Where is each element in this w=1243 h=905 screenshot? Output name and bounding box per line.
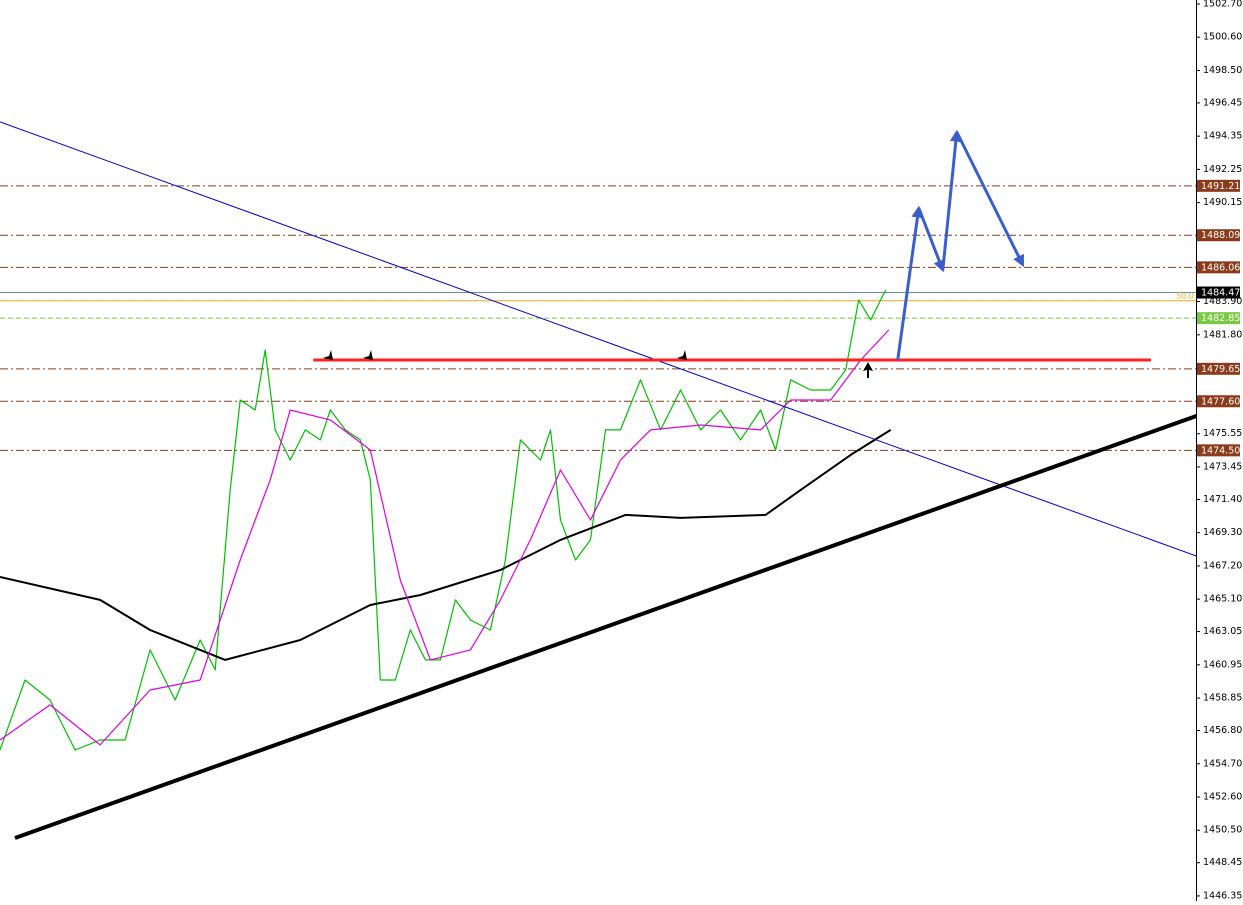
y-tick-label: 1481.80 <box>1203 329 1242 340</box>
arrow <box>863 362 873 378</box>
level-tag <box>1197 444 1240 457</box>
level-tags: 1491.21 1488.09 1486.06 1484.47 1482.85 1479.… <box>1197 179 1240 457</box>
y-tick-label: 1500.60 <box>1203 32 1242 43</box>
y-tick-label: 1467.20 <box>1203 560 1242 571</box>
y-tick-label: 1463.05 <box>1203 626 1242 637</box>
y-tick-label: 1456.80 <box>1203 725 1242 736</box>
arrow <box>361 348 373 360</box>
forecast-leg <box>896 205 924 361</box>
y-tick-label: 1446.35 <box>1203 890 1242 901</box>
trendline <box>14 413 1196 840</box>
y-tick-label: 1494.35 <box>1203 131 1242 142</box>
forecast-leg <box>917 207 945 273</box>
trendline <box>0 121 1196 557</box>
level-label: 1484.47 <box>1201 288 1240 299</box>
level-label: 1474.50 <box>1201 445 1240 456</box>
level-label: 1486.06 <box>1201 262 1240 273</box>
level-label: 1477.60 <box>1201 396 1240 407</box>
y-tick-label: 1454.70 <box>1203 758 1242 769</box>
y-tick-label: 1498.50 <box>1203 65 1242 76</box>
signal-arrows <box>321 348 873 378</box>
series-line <box>0 289 887 751</box>
level-tag <box>1197 395 1240 408</box>
series <box>0 289 892 751</box>
level-label: 1491.21 <box>1201 181 1240 192</box>
y-tick-label: 1465.10 <box>1203 594 1242 605</box>
y-tick-label: 1492.25 <box>1203 164 1242 175</box>
arrow <box>675 348 687 360</box>
y-tick-label: 1490.15 <box>1203 197 1242 208</box>
level-tag <box>1197 286 1240 299</box>
level-tag <box>1197 229 1240 242</box>
y-tick-label: 1450.50 <box>1203 825 1242 836</box>
series-line <box>0 429 892 661</box>
levels: 50.0 <box>0 185 1196 451</box>
level-label: 1479.65 <box>1201 364 1240 375</box>
y-tick-label: 1496.45 <box>1203 97 1242 108</box>
y-tick-label: 1448.45 <box>1203 857 1242 868</box>
level-label: 1482.85 <box>1201 313 1240 324</box>
level-tag <box>1197 179 1240 192</box>
level-tag <box>1197 261 1240 274</box>
y-tick-label: 1471.40 <box>1203 494 1242 505</box>
y-tick-label: 1473.45 <box>1203 461 1242 472</box>
y-tick-label: 1452.60 <box>1203 792 1242 803</box>
series-line <box>0 329 890 746</box>
level-label: 1488.09 <box>1201 230 1240 241</box>
y-tick-label: 1483.90 <box>1203 296 1242 307</box>
y-tick-label: 1475.55 <box>1203 428 1242 439</box>
level-tag <box>1197 312 1240 325</box>
y-tick-label: 1460.95 <box>1203 659 1242 670</box>
level-tag <box>1197 362 1240 375</box>
y-tick-label: 1502.70 <box>1203 0 1242 9</box>
trendlines <box>0 121 1196 840</box>
arrow <box>321 348 333 360</box>
price-axis-labels: 1502.70 1500.60 1498.50 1496.45 1494.35 1492.… <box>1196 0 1242 901</box>
forecast-leg <box>955 131 1025 268</box>
fib-label: 50.0 <box>1176 291 1194 300</box>
y-tick-label: 1458.85 <box>1203 693 1242 704</box>
y-tick-label: 1469.30 <box>1203 527 1242 538</box>
forecast-leg <box>941 129 962 271</box>
